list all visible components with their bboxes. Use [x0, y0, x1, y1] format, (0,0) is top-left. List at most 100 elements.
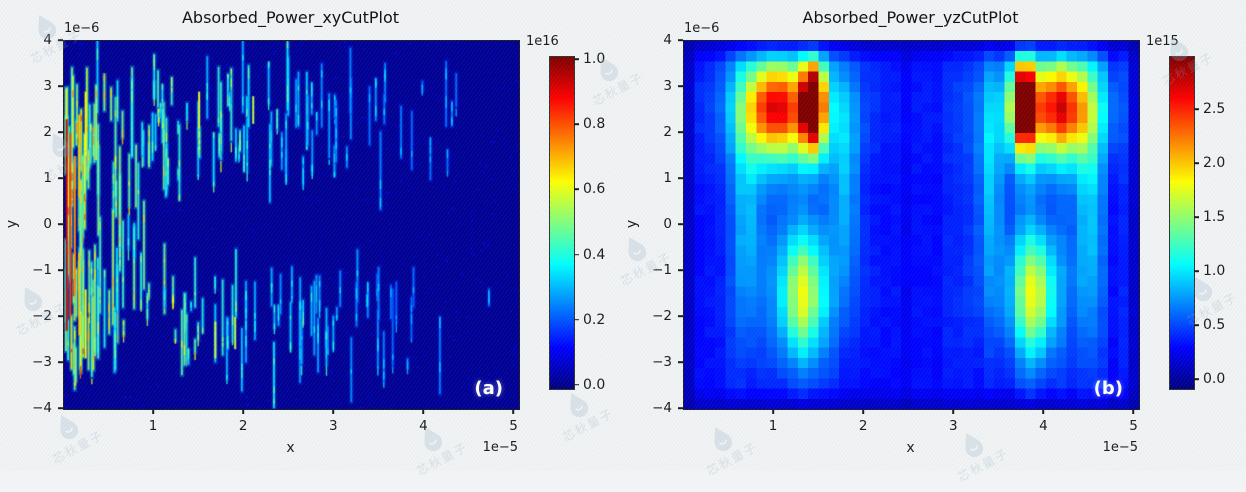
x-tick-label: 5: [1129, 418, 1138, 434]
colorbar-tick-mark: [574, 318, 579, 321]
x-tick-mark: [862, 409, 864, 414]
y-tick-mark: [58, 131, 63, 133]
y-tick-label: 0: [663, 216, 672, 232]
colorbar-ticks-a: 1.0 0.8 0.6 0.4 0.2 0.0: [549, 51, 629, 393]
y-tick-label: −2: [32, 308, 52, 324]
colorbar-tick-mark: [1194, 162, 1199, 164]
y-tick-label: −4: [652, 400, 672, 416]
x-tick-label: 2: [238, 418, 248, 434]
colorbar-offset-b: 1e15: [1146, 34, 1179, 49]
y-axis-ticks-b: 4 3 2 1 0 −1 −2 −3 −4: [620, 32, 683, 416]
x-tick-label: 4: [1039, 418, 1048, 434]
colorbar-tick-mark: [1194, 324, 1199, 327]
y-tick-label: 4: [663, 32, 672, 48]
x-axis-offset-b: 1e−5: [1102, 440, 1138, 455]
x-tick-mark: [1132, 409, 1135, 414]
panel-label-a: (a): [474, 378, 503, 399]
y-axis-offset-b: 1e−6: [684, 21, 720, 36]
y-tick-mark: [58, 361, 63, 363]
y-tick-label: −4: [32, 400, 52, 416]
colorbar-tick-mark: [1194, 216, 1199, 218]
y-tick-mark: [678, 407, 683, 409]
y-tick-mark: [58, 223, 63, 225]
y-tick-label: 2: [43, 124, 52, 140]
y-tick-mark: [678, 269, 683, 271]
x-tick-mark: [422, 409, 425, 414]
y-tick-mark: [58, 269, 63, 271]
heatmap-image-a: [64, 41, 519, 409]
colorbar-tick-mark: [1194, 108, 1199, 110]
colorbar-ticks-b: 2.5 2.0 1.5 1.0 0.5 0.0: [1169, 56, 1246, 388]
x-tick-label: 2: [858, 418, 868, 434]
x-tick-mark: [512, 409, 515, 414]
colorbar-tick-mark: [574, 253, 579, 256]
x-tick-mark: [242, 409, 244, 414]
colorbar-tick-label: 1.5: [1203, 209, 1226, 226]
y-tick-label: −1: [32, 262, 52, 278]
y-tick-label: −1: [652, 262, 672, 278]
plot-area-b: (b): [683, 40, 1140, 410]
colorbar-a: [549, 56, 575, 390]
colorbar-tick-label: 0.8: [583, 116, 606, 133]
y-tick-label: −3: [32, 354, 52, 370]
y-tick-label: 2: [663, 124, 672, 140]
colorbar-tick-label: 0.6: [583, 181, 606, 198]
plot-area-a: (a): [63, 40, 520, 410]
y-tick-label: −2: [652, 308, 672, 324]
x-tick-mark: [952, 409, 955, 414]
y-tick-label: 0: [43, 216, 52, 232]
heatmap-image-b: [684, 41, 1139, 409]
x-axis-ticks-b: 1 2 3 4 5: [683, 409, 1138, 439]
y-tick-mark: [58, 39, 63, 41]
y-tick-mark: [58, 407, 63, 409]
colorbar-tick-label: 1.0: [583, 51, 606, 68]
x-axis-label-a: x: [286, 440, 295, 456]
x-tick-mark: [332, 409, 335, 414]
x-tick-label: 1: [148, 418, 158, 434]
panel-label-b: (b): [1093, 378, 1123, 399]
y-tick-label: 1: [663, 170, 672, 186]
x-tick-label: 1: [768, 418, 778, 434]
colorbar-tick-label: 2.0: [1203, 155, 1226, 172]
colorbar-tick-label: 0.0: [583, 376, 606, 393]
x-axis-offset-a: 1e−5: [482, 440, 518, 455]
y-tick-label: 4: [43, 32, 52, 48]
y-tick-label: −3: [652, 354, 672, 370]
x-tick-label: 4: [419, 418, 428, 434]
colorbar-tick-label: 0.5: [1203, 317, 1226, 334]
y-tick-mark: [678, 131, 683, 133]
x-tick-label: 3: [949, 418, 958, 434]
colorbar-tick-mark: [574, 383, 579, 386]
y-axis-offset-a: 1e−6: [64, 21, 100, 36]
x-tick-mark: [1042, 409, 1045, 414]
colorbar-tick-mark: [1194, 270, 1199, 272]
colorbar-tick-label: 1.0: [1203, 263, 1226, 280]
colorbar-tick-label: 0.4: [583, 246, 606, 263]
y-tick-mark: [678, 361, 683, 363]
x-tick-mark: [152, 409, 154, 414]
y-tick-label: 1: [43, 170, 52, 186]
colorbar-offset-a: 1e16: [526, 34, 559, 49]
y-tick-label: 3: [663, 78, 672, 94]
y-tick-mark: [678, 39, 683, 41]
y-tick-mark: [58, 85, 63, 87]
y-tick-mark: [678, 315, 683, 317]
colorbar-tick-mark: [574, 188, 579, 191]
colorbar-tick-label: 0.0: [1203, 371, 1226, 388]
y-tick-mark: [678, 223, 683, 225]
colorbar-tick-label: 2.5: [1203, 100, 1226, 117]
y-axis-ticks-a: 4 3 2 1 0 −1 −2 −3 −4: [0, 32, 63, 416]
x-tick-label: 3: [329, 418, 338, 434]
x-tick-label: 5: [509, 418, 518, 434]
colorbar-tick-label: 0.2: [583, 311, 606, 328]
x-axis-ticks-a: 1 2 3 4 5: [63, 409, 518, 439]
colorbar-tick-mark: [574, 58, 579, 61]
y-tick-mark: [678, 85, 683, 87]
colorbar-tick-mark: [1194, 378, 1199, 381]
plot-title-a: Absorbed_Power_xyCutPlot: [181, 8, 399, 27]
x-tick-mark: [772, 409, 774, 414]
colorbar-tick-mark: [574, 123, 579, 126]
y-tick-label: 3: [43, 78, 52, 94]
